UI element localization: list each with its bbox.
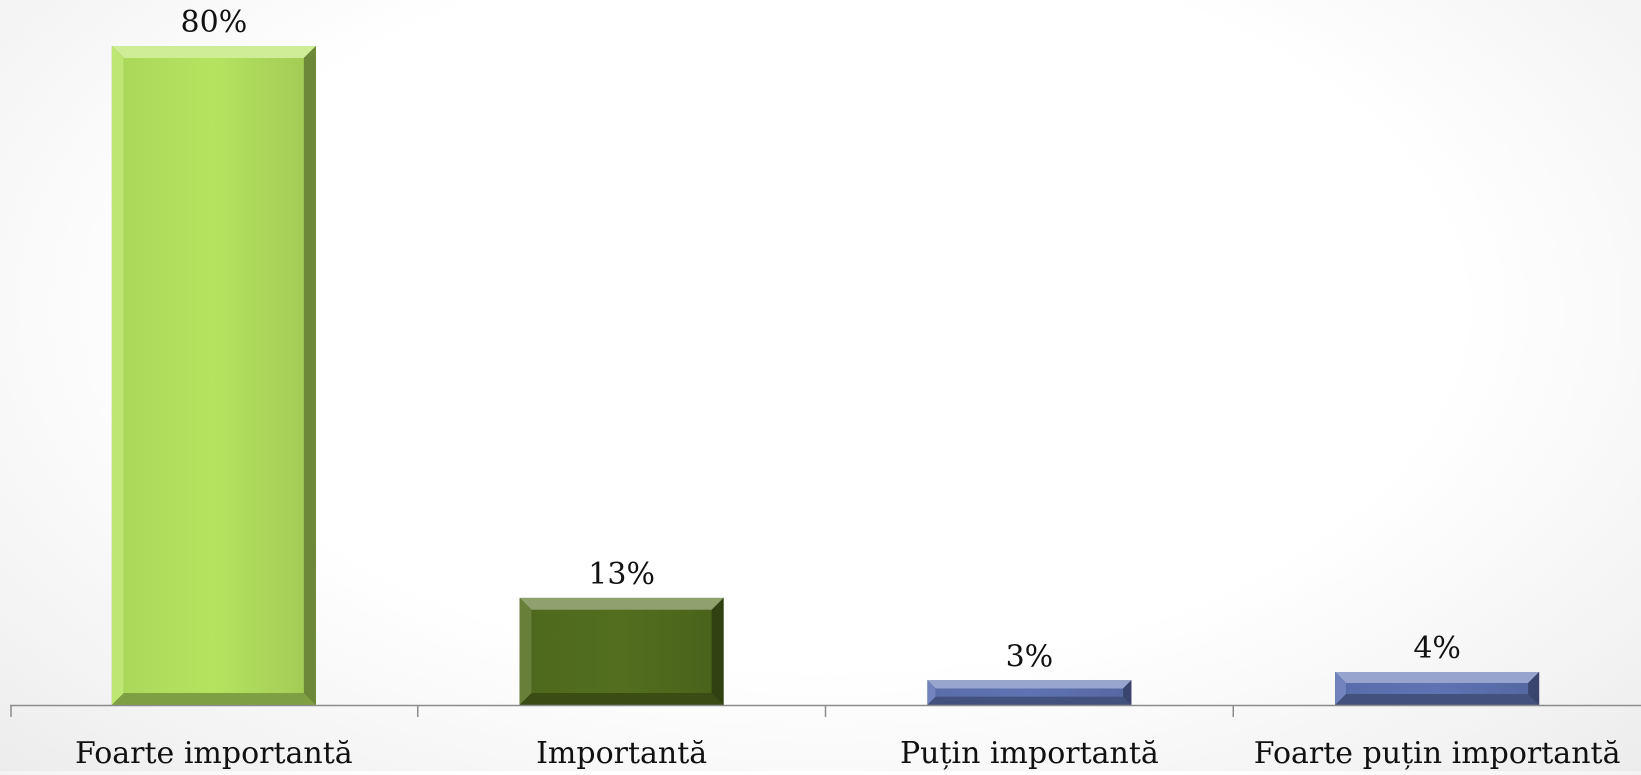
bar-bevel-left: [1335, 672, 1347, 705]
x-axis: [10, 704, 1641, 717]
bar-bevel-top: [111, 46, 316, 58]
bar-face: [531, 609, 712, 693]
data-label: 80%: [181, 5, 248, 40]
category-label: Foarte puțin importantă: [1254, 736, 1621, 771]
bar-bevel-bottom: [1335, 694, 1540, 705]
bar-bevel-left: [519, 597, 532, 705]
bar-bevel-top: [927, 680, 1132, 689]
labels-layer: 80% Foarte importantă 13% Importantă 3% Puțin…: [75, 5, 1621, 771]
bar-bevel-top: [1335, 672, 1540, 684]
category-label: Importantă: [536, 736, 707, 771]
bar-bevel-bottom: [519, 693, 724, 705]
bar-bevel-right: [303, 46, 316, 705]
bar-bevel-left: [111, 46, 124, 705]
bar-face: [1346, 683, 1529, 695]
bar-face: [935, 688, 1124, 697]
data-label: 4%: [1413, 631, 1461, 666]
category-label: Puțin importantă: [900, 736, 1159, 771]
bars-layer: [111, 46, 1540, 705]
bar-2: [519, 597, 724, 705]
bar-4: [1335, 672, 1540, 705]
bar-bevel-bottom: [111, 693, 316, 705]
bar-face: [123, 58, 304, 693]
bar-bevel-bottom: [927, 696, 1132, 705]
category-label: Foarte importantă: [75, 736, 353, 771]
data-label: 3%: [1006, 639, 1054, 674]
data-label: 13%: [588, 557, 655, 592]
bar-bevel-right: [1123, 680, 1132, 705]
bar-1: [111, 46, 316, 705]
bar-3: [927, 680, 1132, 705]
bar-bevel-right: [1528, 672, 1540, 705]
bar-bevel-right: [711, 597, 724, 705]
bar-bevel-top: [519, 597, 724, 610]
